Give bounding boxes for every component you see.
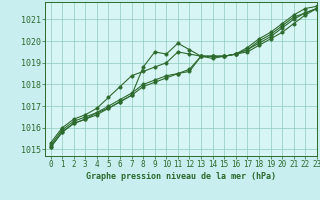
X-axis label: Graphe pression niveau de la mer (hPa): Graphe pression niveau de la mer (hPa) xyxy=(86,172,276,181)
